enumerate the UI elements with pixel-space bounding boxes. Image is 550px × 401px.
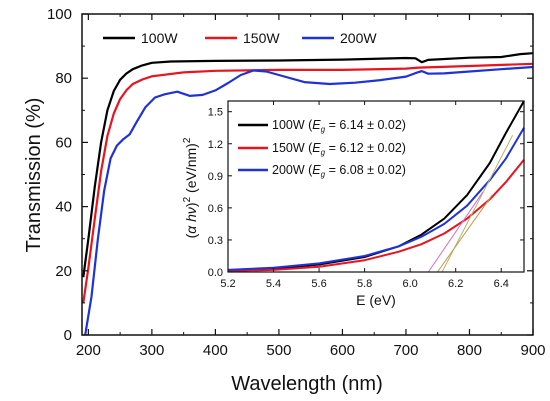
inset-y-ticks: 0.0 0.3 0.6 0.9 1.2 1.5 [208, 107, 524, 279]
main-x-tick-label: 600 [330, 342, 355, 359]
main-series-lines [82, 52, 534, 336]
inset-legend-label-prefix: 200W ( [272, 163, 313, 177]
inset-legend-label-suffix: = 6.12 ± 0.02) [325, 141, 406, 155]
inset-legend-label-1: 150W (Eg = 6.12 ± 0.02) [272, 141, 406, 157]
main-y-axis-title: Transmission (%) [23, 98, 45, 253]
inset-legend-label-0: 100W (Eg = 6.14 ± 0.02) [272, 118, 406, 134]
inset-tangent-fit-1 [437, 194, 493, 273]
inset-background [228, 101, 524, 272]
main-x-tick-label: 800 [457, 342, 482, 359]
inset-x-tick-label: 6.0 [403, 278, 418, 290]
main-series-line-1 [82, 62, 534, 304]
main-x-tick-label: 400 [203, 342, 228, 359]
main-y-ticks: 0 20 40 60 80 100 [47, 6, 533, 344]
inset-legend-eg-sub: g [321, 148, 326, 157]
main-series-line-2 [84, 65, 534, 336]
inset-y-axis-title: (α hν)2 (eV/nm)2 [182, 137, 199, 238]
inset-y-axis-title-sup2: 2 [182, 137, 193, 143]
main-legend-label-0: 100W [141, 30, 178, 46]
inset-legend-label-prefix: 100W ( [272, 118, 313, 132]
inset-legend-eg-letter: E [312, 118, 321, 132]
inset-legend-eg-letter: E [312, 141, 321, 155]
inset-x-tick-label: 6.4 [494, 278, 509, 290]
inset-tangent-fit-2 [427, 191, 484, 273]
inset-series-line-1 [227, 159, 525, 272]
inset-x-tick-label: 6.2 [448, 278, 463, 290]
main-y-tick-label: 80 [55, 70, 72, 87]
inset-x-tick-label: 5.6 [311, 278, 326, 290]
inset-legend-label-suffix: = 6.08 ± 0.02) [325, 163, 406, 177]
inset-series-line-0 [227, 100, 525, 272]
inset-tangent-fits [427, 134, 514, 273]
main-series-line-0 [82, 52, 534, 278]
main-y-tick-label: 100 [47, 6, 72, 23]
inset-legend: 100W (Eg = 6.14 ± 0.02)150W (Eg = 6.12 ±… [238, 118, 406, 179]
inset-legend-label-suffix: = 6.14 ± 0.02) [325, 118, 406, 132]
main-x-axis-title: Wavelength (nm) [231, 373, 383, 395]
inset-y-tick-label: 0.0 [208, 267, 223, 279]
main-x-tick-label: 200 [76, 342, 101, 359]
inset-legend-eg-letter: E [312, 163, 321, 177]
inset-x-tick-label: 5.8 [357, 278, 372, 290]
inset-y-axis-title-alpha: α [183, 225, 199, 234]
inset-y-tick-label: 1.5 [208, 107, 223, 119]
inset-y-axis-title-close: ) [183, 202, 199, 207]
inset-x-tick-label: 5.2 [220, 278, 235, 290]
main-y-tick-label: 60 [55, 134, 72, 151]
inset-series-lines [227, 100, 525, 272]
inset-plot-frame [227, 100, 525, 273]
main-y-tick-label: 0 [64, 327, 72, 344]
inset-y-tick-label: 0.6 [208, 203, 223, 215]
inset-legend-label-prefix: 150W ( [272, 141, 313, 155]
main-x-tick-label: 700 [393, 342, 418, 359]
main-legend-label-1: 150W [243, 30, 280, 46]
inset-x-ticks: 5.2 5.4 5.6 5.8 6.0 6.2 6.4 [220, 101, 509, 290]
inset-y-tick-label: 0.9 [208, 171, 223, 183]
inset-x-axis-title: E (eV) [356, 292, 396, 308]
inset-y-axis-title-units: (eV/nm) [183, 143, 199, 197]
main-x-tick-label: 300 [139, 342, 164, 359]
inset-y-tick-label: 1.2 [208, 139, 223, 151]
inset-y-tick-label: 0.3 [208, 235, 223, 247]
main-plot: 200 300 400 500 600 700 800 900 0 20 40 60 80 100 Wa… [23, 6, 546, 395]
inset-y-axis-title-part: ( [183, 233, 199, 238]
main-legend: 100W 150W 200W [103, 30, 377, 46]
main-legend-label-2: 200W [340, 30, 377, 46]
inset-y-axis-title-sup: 2 [182, 196, 193, 202]
inset-y-axis-title-hnu: hν [183, 207, 199, 222]
inset-plot: 5.2 5.4 5.6 5.8 6.0 6.2 6.4 0.0 0.3 0.6 0.9 1.2 1.5… [182, 100, 525, 308]
inset-legend-eg-sub: g [321, 170, 326, 179]
inset-legend-eg-sub: g [321, 125, 326, 134]
main-x-tick-label: 500 [266, 342, 291, 359]
main-y-tick-label: 20 [55, 263, 72, 280]
main-x-ticks: 200 300 400 500 600 700 800 900 [76, 14, 546, 359]
main-y-tick-label: 40 [55, 199, 72, 216]
inset-legend-label-2: 200W (Eg = 6.08 ± 0.02) [272, 163, 406, 179]
inset-series-line-2 [227, 127, 525, 271]
main-x-tick-label: 900 [520, 342, 545, 359]
inset-x-tick-label: 5.4 [266, 278, 281, 290]
